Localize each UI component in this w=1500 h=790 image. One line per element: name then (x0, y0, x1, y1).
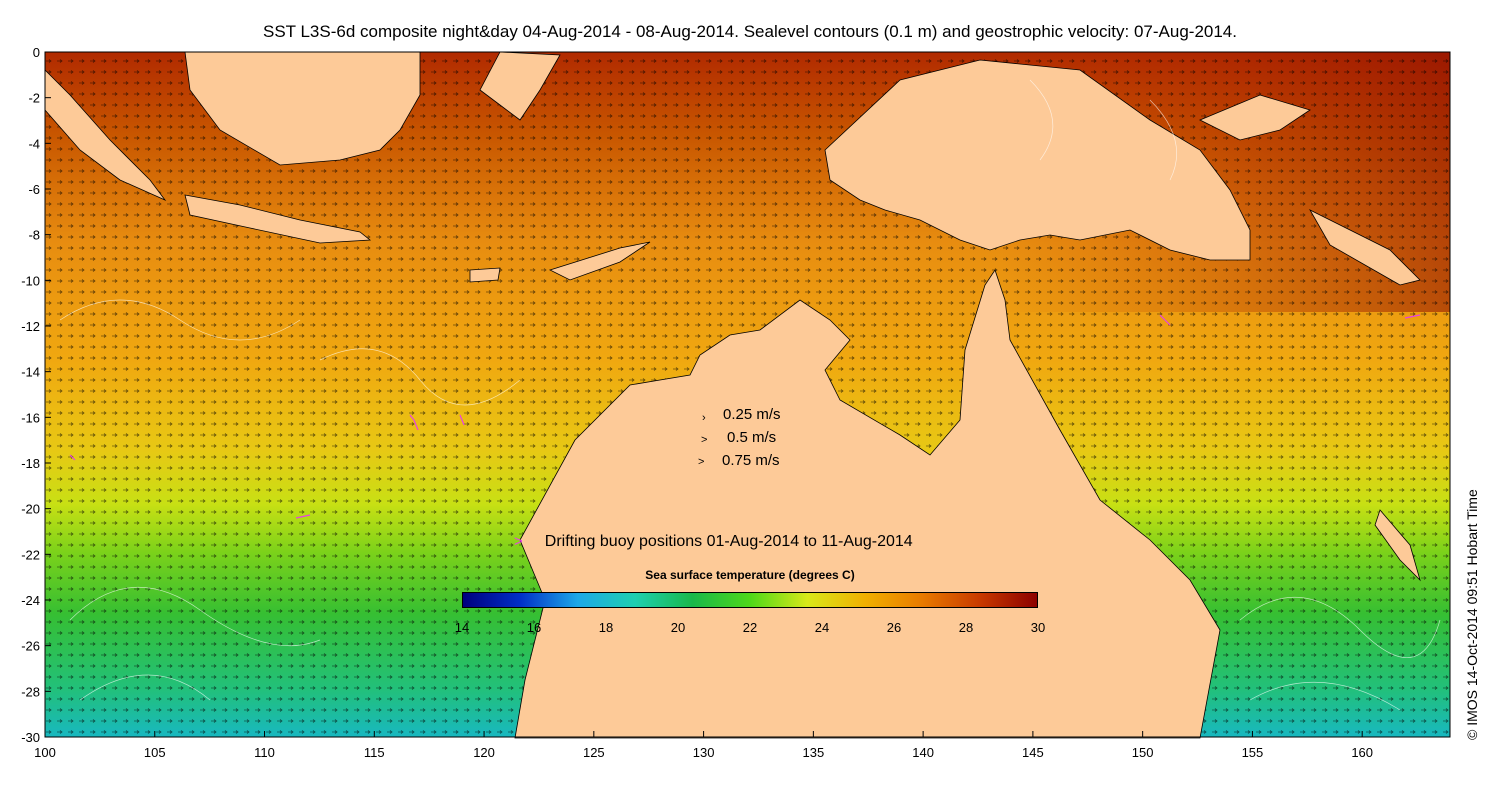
colorbar-tick-label: 24 (814, 620, 830, 635)
velocity-key-label-075: 0.75 m/s (722, 452, 780, 469)
colorbar-tick-label: 16 (526, 620, 542, 635)
y-tick-label: -10 (21, 273, 40, 288)
x-tick-label: 150 (1132, 745, 1154, 760)
y-tick-label: -24 (21, 593, 40, 608)
x-tick-label: 160 (1351, 745, 1373, 760)
colorbar-tick-label: 26 (886, 620, 902, 635)
sumba-land (469, 267, 501, 283)
y-tick-label: -22 (21, 547, 40, 562)
y-axis: 0 -2 -4 -6 -8 -10 -12 -14 -16 -18 -20 -22 -24 -26 -28 -… (21, 45, 51, 745)
landmasses (44, 51, 1421, 739)
colorbar-tick-label: 30 (1030, 620, 1046, 635)
colorbar-tick-label: 18 (598, 620, 614, 635)
velocity-key-label-025: 0.25 m/s (723, 406, 781, 423)
timor-land (548, 241, 651, 281)
colorbar-tick-label: 14 (454, 620, 470, 635)
buoy-legend-symbol: > (514, 533, 523, 550)
y-tick-label: -26 (21, 639, 40, 654)
velocity-key-arrow-large: > (698, 456, 705, 468)
new-caledonia-land (1374, 509, 1421, 582)
x-tick-label: 155 (1242, 745, 1264, 760)
velocity-key-label-05: 0.5 m/s (727, 429, 777, 446)
y-tick-label: -20 (21, 502, 40, 517)
solomons-land (1308, 209, 1421, 286)
copyright-label: © IMOS 14-Oct-2014 09:51 Hobart Time (1464, 489, 1480, 740)
new-britain-land (1199, 94, 1311, 141)
x-axis: 100 105 110 115 120 125 130 135 140 145 150 155 160 (34, 731, 1373, 760)
y-tick-label: -14 (21, 365, 40, 380)
x-tick-label: 135 (803, 745, 825, 760)
y-tick-label: -2 (28, 91, 40, 106)
x-tick-label: 145 (1022, 745, 1044, 760)
x-tick-label: 130 (693, 745, 715, 760)
x-tick-label: 110 (254, 745, 275, 760)
colorbar-tick-label: 22 (742, 620, 758, 635)
x-tick-label: 100 (34, 745, 56, 760)
x-tick-label: 140 (912, 745, 934, 760)
x-tick-label: 105 (144, 745, 166, 760)
y-tick-label: -16 (21, 410, 40, 425)
new-guinea-land (824, 59, 1251, 261)
sealevel-contours (59, 79, 1441, 711)
y-tick-label: -8 (28, 228, 40, 243)
colorbar-title: Sea surface temperature (degrees C) (645, 568, 855, 582)
y-tick-label: -6 (28, 182, 40, 197)
colorbar-tick-label: 20 (670, 620, 686, 635)
y-tick-label: -28 (21, 684, 40, 699)
java-land (184, 194, 372, 244)
velocity-key-arrow-medium: > (701, 434, 708, 446)
buoy-positions (69, 314, 1421, 519)
x-tick-label: 120 (473, 745, 495, 760)
buoy-legend: > Drifting buoy positions 01-Aug-2014 to … (514, 533, 913, 551)
velocity-key-arrow-small: › (702, 412, 706, 424)
map-title: SST L3S-6d composite night&day 04-Aug-20… (263, 22, 1237, 41)
y-tick-label: -4 (28, 136, 40, 151)
y-tick-label: -18 (21, 456, 40, 471)
sulawesi-land (479, 51, 561, 121)
y-tick-label: -12 (21, 319, 40, 334)
x-tick-label: 115 (364, 745, 385, 760)
y-tick-label: 0 (33, 45, 40, 60)
x-tick-label: 125 (583, 745, 605, 760)
buoy-legend-label: Drifting buoy positions 01-Aug-2014 to 1… (544, 533, 913, 550)
plot-frame (44, 51, 1451, 738)
borneo-land (184, 51, 421, 166)
australia-land (514, 269, 1221, 739)
sst-colorbar (462, 592, 1038, 608)
y-tick-label: -30 (21, 730, 40, 745)
sumatra-land (44, 69, 167, 201)
colorbar-tick-label: 28 (958, 620, 974, 635)
